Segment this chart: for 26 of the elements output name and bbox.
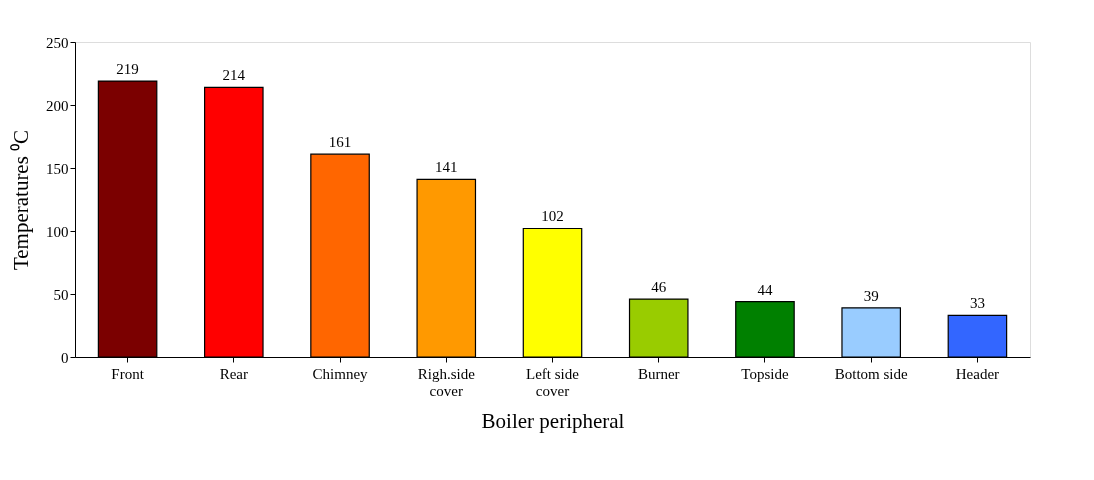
x-tick-label: Bottom side (834, 365, 908, 382)
x-tick-label: Righ.side cover (417, 365, 476, 399)
data-label: 33 (969, 295, 985, 312)
y-tick-label: 100 (46, 223, 69, 240)
x-tick-label: Burner (637, 365, 680, 382)
data-label: 102 (541, 208, 564, 225)
x-tick-label: Chimney (312, 365, 369, 382)
data-label: 161 (328, 134, 352, 151)
x-tick-label: Front (111, 365, 145, 382)
data-label: 39 (863, 287, 879, 304)
data-label: 46 (651, 279, 667, 296)
data-label: 44 (757, 281, 773, 298)
x-tick-label: Rear (219, 365, 248, 382)
x-tick-label: Topside (741, 365, 789, 382)
x-axis-title: Boiler peripheral (481, 408, 625, 433)
data-label: 141 (435, 159, 458, 176)
y-tick-label: 150 (46, 160, 69, 177)
y-tick-label: 200 (46, 97, 69, 114)
y-tick-label: 50 (53, 286, 69, 303)
y-tick-label: 0 (61, 349, 69, 366)
x-tick-label: Header (955, 365, 1000, 382)
y-tick-label: 250 (46, 34, 69, 51)
y-axis-title: Temperatures ⁰C (9, 129, 33, 271)
data-label: 214 (222, 67, 246, 84)
data-label: 219 (116, 61, 139, 78)
x-tick-label: Left side cover (526, 365, 580, 399)
